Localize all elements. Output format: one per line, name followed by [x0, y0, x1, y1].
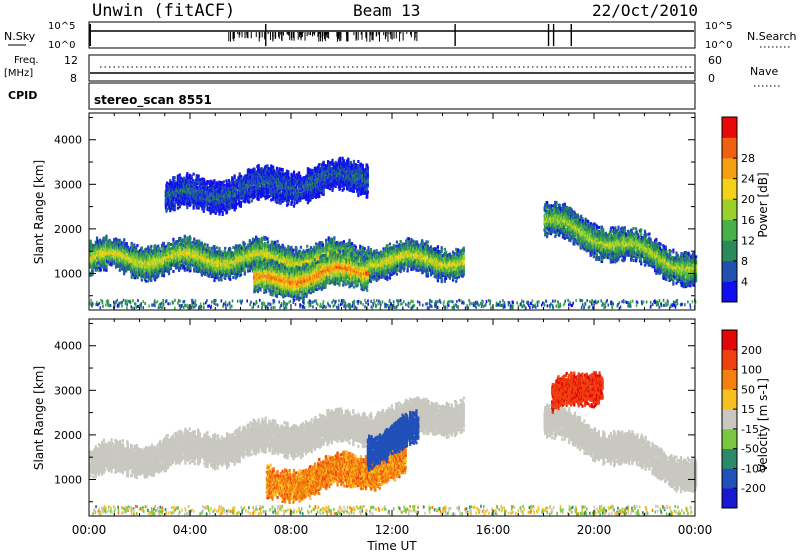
heatmap-cell — [90, 240, 92, 243]
heatmap-cell — [169, 250, 171, 253]
power-heatmap — [89, 157, 697, 310]
heatmap-cell — [133, 243, 135, 246]
heatmap-cell — [171, 247, 173, 250]
nsearch-scale-top: 10^5 — [705, 21, 732, 32]
heatmap-cell — [145, 248, 147, 251]
heatmap-cell — [141, 279, 143, 282]
heatmap-cell — [131, 242, 133, 245]
nsky-trace — [90, 24, 694, 46]
freq-label: Freq. — [14, 55, 39, 66]
nave-tick-top: 60 — [708, 54, 722, 67]
station-title: Unwin (fitACF) — [92, 1, 235, 21]
nave-label: Nave — [750, 65, 778, 78]
nsky-label: N.Sky — [4, 30, 36, 43]
nave-tick-bottom: 0 — [708, 72, 715, 85]
heatmap-cell — [179, 237, 181, 240]
freq-tick-bottom: 8 — [70, 72, 77, 85]
heatmap-cell — [145, 280, 147, 283]
heatmap-cell — [141, 246, 143, 249]
heatmap-cell — [172, 238, 174, 241]
heatmap-cell — [168, 242, 170, 245]
heatmap-cell — [158, 247, 160, 250]
heatmap-cell — [100, 268, 102, 271]
heatmap-cell — [172, 270, 174, 273]
heatmap-cell — [147, 280, 149, 283]
nsearch-label: N.Search — [747, 30, 797, 43]
heatmap-cell — [136, 244, 138, 247]
heatmap-cell — [123, 238, 125, 241]
heatmap-cell — [184, 267, 186, 270]
heatmap-cell — [186, 236, 188, 239]
beam-title: Beam 13 — [353, 1, 420, 20]
freq-unit-label: [MHz] — [4, 68, 33, 79]
heatmap-cell — [187, 253, 189, 256]
cpid-program: stereo_scan 8551 — [94, 93, 212, 108]
heatmap-cell — [147, 245, 149, 248]
date-title: 22/Oct/2010 — [592, 1, 698, 20]
heatmap-cell — [113, 238, 115, 241]
heatmap-cell — [179, 267, 181, 270]
heatmap-cell — [157, 245, 159, 248]
heatmap-cell — [126, 242, 128, 245]
heatmap-cell — [170, 243, 172, 246]
range-time-figure: Unwin (fitACF) Beam 13 22/Oct/2010 N.Sky… — [0, 0, 800, 554]
heatmap-cell — [105, 235, 107, 238]
heatmap-cell — [96, 237, 98, 240]
nsky-scale-bottom: 10^0 — [48, 40, 75, 51]
cpid-label: CPID — [8, 89, 37, 102]
freq-strip-frame — [89, 55, 695, 81]
heatmap-cell — [150, 245, 152, 248]
heatmap-cell — [105, 265, 107, 268]
freq-tick-top: 12 — [64, 54, 78, 67]
heatmap-cell — [163, 242, 165, 245]
nsearch-scale-bottom: 10^0 — [705, 40, 732, 51]
nsky-scale-top: 10^5 — [48, 21, 75, 32]
heatmap-cell — [184, 235, 186, 238]
